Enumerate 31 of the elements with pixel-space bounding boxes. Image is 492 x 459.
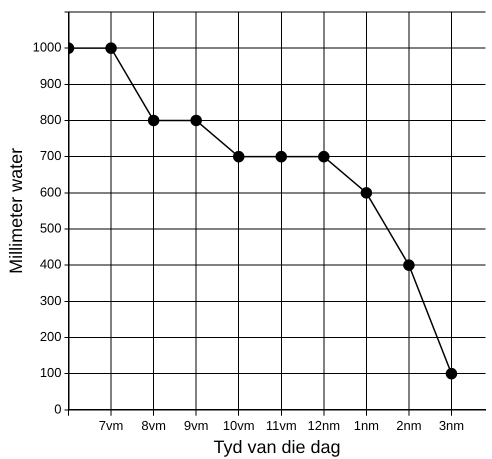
x-axis-title: Tyd van die dag — [213, 437, 341, 458]
x-tick-label: 12nm — [308, 418, 340, 434]
y-tick-label: 1000 — [32, 40, 62, 55]
y-tick-label: 200 — [40, 329, 62, 344]
y-tick-label: 500 — [40, 220, 62, 236]
point — [105, 42, 117, 54]
y-tick-label: 600 — [40, 184, 62, 200]
point — [190, 114, 202, 126]
y-tick-label: 700 — [40, 148, 62, 164]
point — [446, 368, 458, 380]
x-tick-label: 3nm — [438, 418, 464, 434]
y-tick-label: 100 — [40, 365, 62, 380]
point — [276, 150, 288, 162]
x-tick-label: 8vm — [141, 418, 166, 434]
y-tick-label: 0 — [54, 401, 62, 416]
x-tick-label: 9vm — [184, 418, 208, 434]
y-tick-label: 300 — [40, 292, 62, 308]
y-tick-label: 400 — [40, 256, 62, 272]
y-axis-title: Millimeter water — [6, 148, 26, 274]
y-tick-label: 900 — [40, 76, 62, 91]
point — [318, 150, 330, 162]
point — [148, 114, 160, 126]
x-tick-label: 10vm — [222, 418, 255, 434]
x-tick-label: 2nm — [396, 418, 422, 434]
y-tick-label: 800 — [40, 112, 62, 128]
x-tick-label: 1nm — [354, 418, 380, 434]
point — [232, 150, 244, 162]
point — [403, 259, 415, 271]
x-tick-label: 11vm — [266, 418, 297, 434]
x-tick-label: 7vm — [98, 418, 124, 434]
point — [360, 187, 372, 199]
